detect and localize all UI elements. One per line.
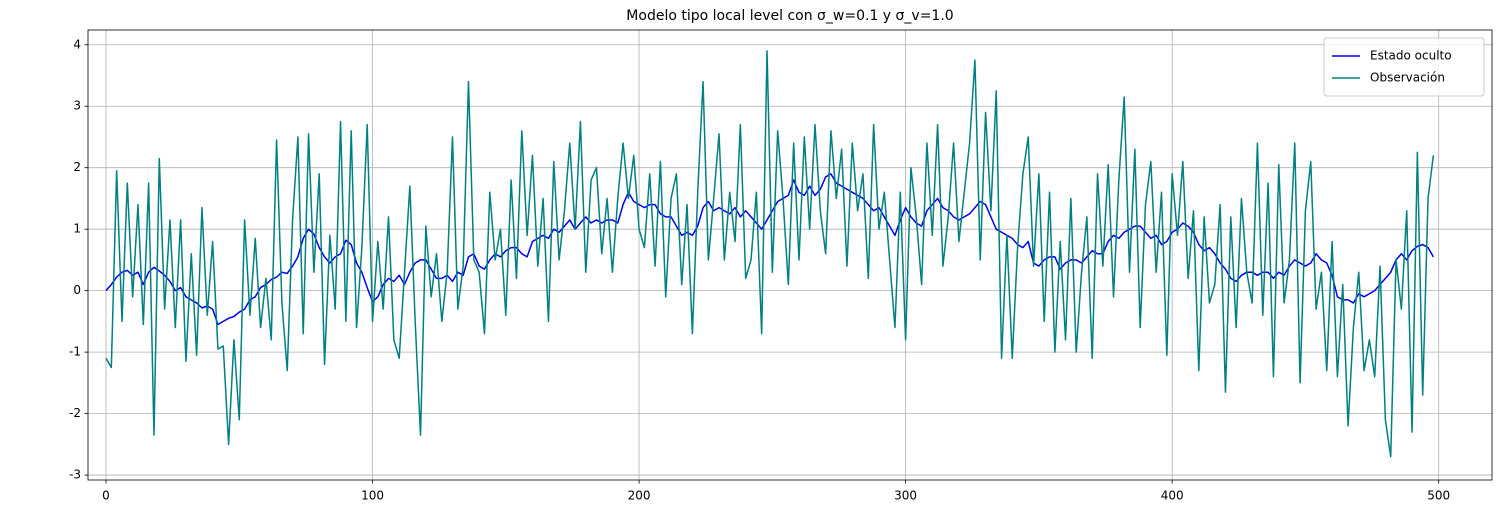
legend-box [1323, 37, 1485, 97]
x-tick-label: 200 [628, 489, 651, 503]
x-tick-label: 100 [361, 489, 384, 503]
y-tick-label: -1 [69, 345, 81, 359]
series-line [105, 50, 1435, 458]
y-tick-label: -3 [69, 468, 81, 482]
series-line [105, 173, 1435, 326]
legend: Estado oculto Observación [1323, 37, 1485, 97]
y-tick-label: 0 [73, 283, 81, 297]
chart-title: Modelo tipo local level con σ_w=0.1 y σ_… [626, 8, 953, 24]
x-tick-label: 400 [1161, 489, 1184, 503]
axes-frame [87, 29, 1493, 481]
x-tick-label: 300 [894, 489, 917, 503]
legend-label: Observación [1370, 71, 1445, 85]
y-tick-label: 3 [73, 99, 81, 113]
y-tick-label: 2 [73, 160, 81, 174]
x-tick-label: 500 [1427, 489, 1450, 503]
y-tick-label: -2 [69, 406, 81, 420]
y-tick-label: 1 [73, 222, 81, 236]
x-tick-label: 0 [102, 489, 110, 503]
legend-label: Estado oculto [1370, 49, 1452, 63]
y-tick-label: 4 [73, 37, 81, 51]
